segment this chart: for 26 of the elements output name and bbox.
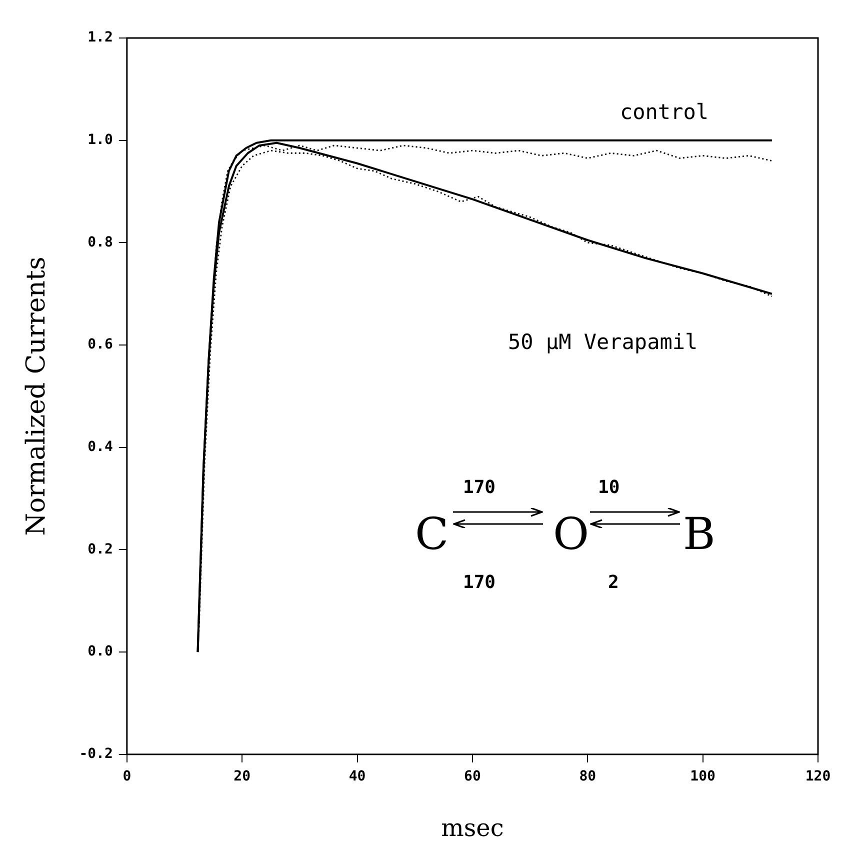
annotation: 50 μM Verapamil <box>508 330 698 354</box>
y-tick-label: 0.4 <box>88 439 113 456</box>
y-tick-label: 0.0 <box>88 644 113 660</box>
annotation: B <box>683 509 716 560</box>
annotation: control <box>620 100 709 124</box>
annotation: C <box>415 509 449 560</box>
x-tick-label: 60 <box>464 768 481 784</box>
y-tick-label: 1.0 <box>88 132 113 148</box>
y-tick-label: 0.8 <box>88 234 113 250</box>
x-tick-label: 120 <box>805 768 831 784</box>
y-tick-label: -0.2 <box>79 746 113 762</box>
x-axis-title: msec <box>441 814 504 842</box>
x-tick-label: 40 <box>348 768 366 784</box>
x-tick-label: 100 <box>690 768 716 784</box>
y-axis-title: Normalized Currents <box>21 256 52 536</box>
annotation: 10 <box>598 477 620 498</box>
x-tick-label: 0 <box>122 768 132 784</box>
x-tick-label: 20 <box>234 768 251 784</box>
annotation: 170 <box>463 477 496 498</box>
y-tick-label: 1.2 <box>88 30 113 46</box>
y-tick-label: 0.2 <box>88 541 113 558</box>
annotation: 170 <box>463 572 496 593</box>
x-tick-label: 80 <box>579 768 596 784</box>
annotation: 2 <box>608 572 619 593</box>
annotation: O <box>553 509 590 560</box>
y-tick-label: 0.6 <box>88 336 113 353</box>
